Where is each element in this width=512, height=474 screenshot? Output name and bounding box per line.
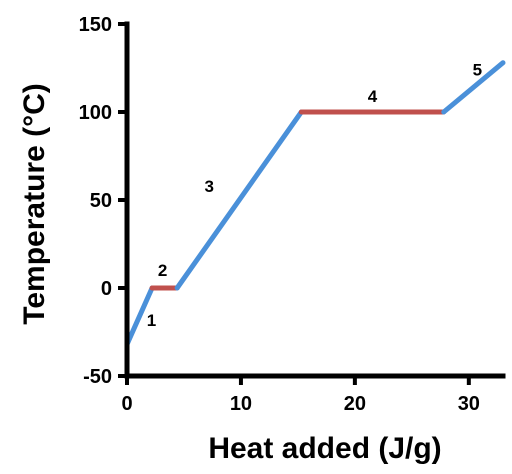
segments-layer — [124, 60, 506, 347]
y-tick-label: -50 — [83, 366, 112, 388]
x-tick-label: 20 — [344, 393, 366, 415]
y-axis-title: Temperature (°C) — [18, 83, 51, 324]
segment-1-line — [124, 285, 155, 347]
x-axis-title: Heat added (J/g) — [208, 432, 441, 465]
segment-2-label: 2 — [158, 261, 167, 280]
segment-5-line — [441, 60, 506, 115]
segment-3-label: 3 — [204, 177, 213, 196]
x-tick-label: 30 — [458, 393, 480, 415]
segment-labels-layer: 1 2 3 4 5 — [147, 60, 482, 330]
y-tick-label: 50 — [90, 190, 112, 212]
y-tick-label: 150 — [79, 14, 112, 36]
y-tick-label: 0 — [101, 278, 112, 300]
y-tick-label: 100 — [79, 102, 112, 124]
segment-5-label: 5 — [473, 60, 482, 79]
segment-3-line — [174, 109, 304, 291]
segment-1-label: 1 — [147, 311, 156, 330]
ticks-layer: -50 0 50 100 150 0 10 20 30 — [79, 14, 480, 415]
x-tick-label: 10 — [230, 393, 252, 415]
segment-4-label: 4 — [368, 87, 378, 106]
x-tick-label: 0 — [121, 393, 132, 415]
axes-layer — [124, 21, 506, 379]
